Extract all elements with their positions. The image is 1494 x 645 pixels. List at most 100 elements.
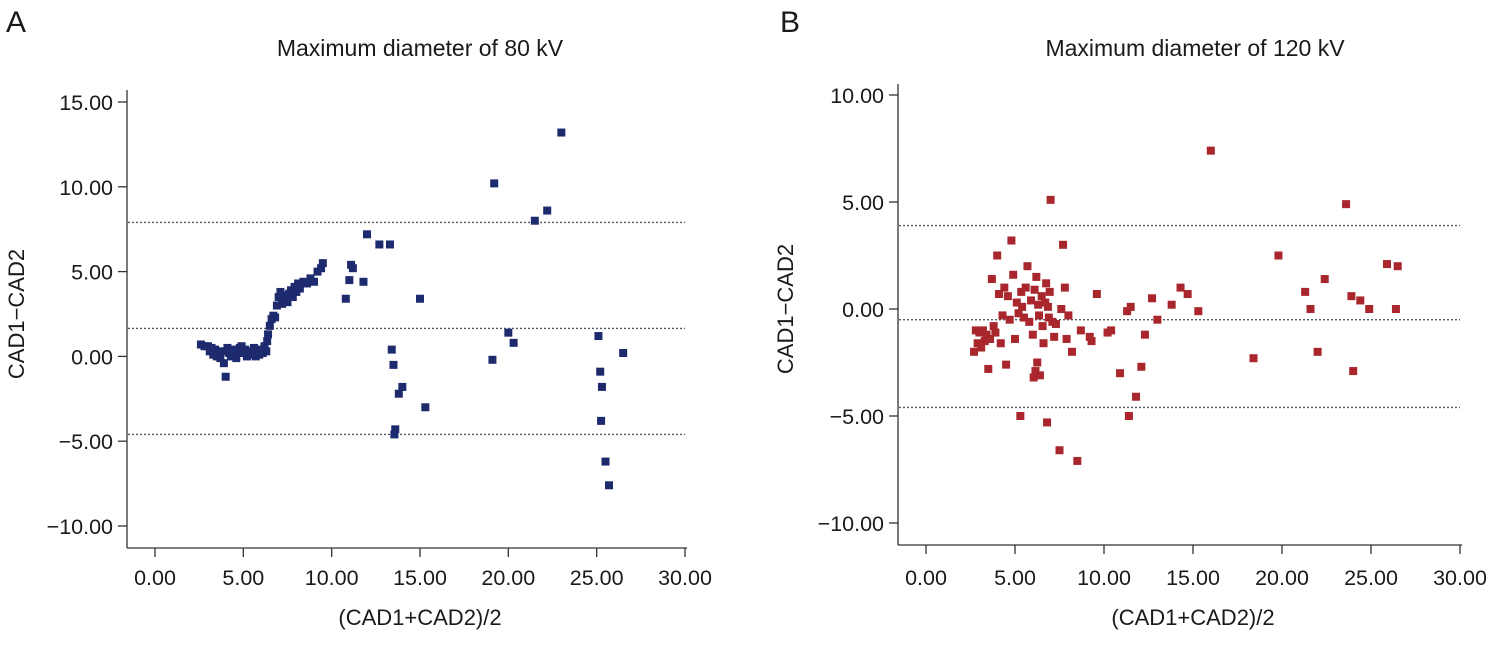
panel-a-y-tick-label: 5.00: [71, 261, 113, 285]
panel-b-y-tick-label: 0.00: [842, 298, 884, 322]
panel-b-data-point: [1007, 236, 1016, 245]
panel-a-data-point: [260, 342, 269, 351]
panel-b-data-point: [1087, 337, 1096, 346]
panel-b-data-point: [1045, 287, 1054, 296]
panel-a-data-point: [302, 279, 311, 288]
panel-b-data-point: [1148, 294, 1157, 303]
panel-a-data-points: [196, 128, 628, 490]
panel-b-data-point: [1000, 283, 1009, 292]
panel-b-data-point: [1206, 146, 1215, 155]
panel-b-data-point: [970, 347, 979, 356]
panel-b-data-point: [1055, 446, 1064, 455]
panel-a-x-tick-label: 30.00: [658, 566, 712, 590]
panel-a-data-point: [216, 354, 225, 363]
panel-b-data-point: [1249, 354, 1258, 363]
panel-b-reference-lines: [899, 224, 1460, 409]
panel-b-data-point: [1347, 292, 1356, 301]
panel-b-data-point: [1132, 392, 1141, 401]
panel-b-data-point: [1137, 362, 1146, 371]
panel-b-data-point: [1034, 300, 1043, 309]
panel-a-x-tick-label: 5.00: [222, 566, 264, 590]
panel-b-x-axis-title: (CAD1+CAD2)/2: [1111, 605, 1274, 630]
panel-b-data-point: [1032, 272, 1041, 281]
panel-b-data-point: [1383, 260, 1392, 269]
panel-a-data-point: [218, 347, 227, 356]
panel-b-data-point: [1076, 326, 1085, 335]
panel-b-data-point: [1107, 326, 1116, 335]
panel-b-x-tick-label: 20.00: [1255, 566, 1309, 590]
panel-a-data-point: [310, 277, 318, 286]
panel-b-data-point: [1176, 283, 1185, 292]
panel-a-data-point: [228, 345, 237, 354]
panel-a-data-point: [295, 284, 304, 293]
panel-a-data-point: [359, 277, 368, 286]
panel-b-data-point: [1140, 330, 1149, 339]
panel-a-data-point: [596, 367, 605, 376]
panel-b-data-point: [1023, 262, 1032, 271]
panel-a-title: Maximum diameter of 80 kV: [277, 35, 564, 61]
panel-a-data-point: [271, 313, 280, 322]
panel-b-data-point: [989, 322, 998, 331]
panel-b-data-point: [1027, 296, 1036, 305]
panel-b-data-point: [986, 334, 995, 343]
panel-a-data-point: [274, 293, 283, 302]
panel-a-y-tick-label: 10.00: [59, 176, 113, 200]
panel-b-y-tick-label: 5.00: [842, 191, 884, 215]
panel-b-chart: B Maximum diameter of 120 kV CAD1−CAD2 (…: [773, 6, 1487, 630]
panel-a-data-point: [597, 382, 606, 391]
panel-b-data-point: [1124, 412, 1133, 420]
panel-a-data-point: [232, 354, 241, 363]
panel-b-data-point: [1043, 418, 1052, 427]
panel-b-data-point: [1085, 332, 1094, 341]
panel-b-x-tick-label: 25.00: [1344, 566, 1398, 590]
panel-b-data-point: [1016, 412, 1025, 420]
panel-a-axes: [118, 90, 687, 557]
panel-b-data-point: [1391, 305, 1400, 313]
panel-b-data-point: [1167, 300, 1176, 309]
panel-b-data-point: [1017, 287, 1026, 296]
panel-b-data-point: [1313, 347, 1322, 356]
panel-b-data-point: [1028, 330, 1037, 339]
panel-a-tick-labels: 15.00 10.00 5.00 0.00 −5.00 −10.00 0.00 5.00 10.…: [47, 91, 712, 590]
panel-a-y-tick-label: 15.00: [59, 91, 113, 115]
panel-b-data-point: [1039, 339, 1048, 348]
panel-b-data-point: [1060, 283, 1069, 292]
panel-a-data-point: [264, 330, 273, 339]
panel-a-data-point: [421, 403, 430, 412]
panel-b-data-point: [978, 326, 987, 335]
panel-b-y-tick-label: −10.00: [818, 512, 884, 536]
panel-a-y-tick-label: −10.00: [47, 515, 113, 539]
panel-a-y-tick-label: 0.00: [71, 345, 113, 369]
panel-b-y-axis-title: CAD1−CAD2: [773, 244, 798, 374]
panel-b-data-point: [977, 343, 986, 352]
panel-b-x-tick-label: 0.00: [905, 566, 947, 590]
panel-a-data-point: [619, 349, 628, 358]
panel-b-label: B: [780, 6, 800, 39]
panel-a-x-tick-label: 20.00: [481, 566, 535, 590]
panel-b-title: Maximum diameter of 120 kV: [1045, 35, 1345, 61]
panel-b-data-point: [1064, 311, 1073, 320]
panel-b-data-point: [1126, 302, 1135, 311]
panel-b-data-points: [970, 146, 1402, 465]
panel-b-data-point: [1046, 195, 1055, 204]
panel-b-data-point: [1092, 290, 1101, 299]
panel-a-data-point: [283, 298, 292, 307]
panel-a-data-point: [605, 481, 614, 490]
panel-a-x-tick-label: 25.00: [570, 566, 624, 590]
panel-a-data-point: [375, 240, 384, 249]
panel-b-data-point: [1067, 347, 1076, 356]
panel-a-data-point: [504, 328, 513, 337]
panel-a-x-tick-label: 15.00: [393, 566, 447, 590]
panel-b-data-point: [1342, 200, 1351, 209]
panel-b-axes: [889, 84, 1462, 554]
panel-a-data-point: [391, 425, 400, 434]
panel-b-data-point: [1356, 296, 1365, 305]
panel-a-data-point: [317, 264, 326, 273]
panel-a-data-point: [601, 457, 610, 466]
panel-b-x-tick-label: 30.00: [1433, 566, 1487, 590]
panel-a-chart: A Maximum diameter of 80 kV CAD1−CAD2 (C…: [4, 6, 712, 630]
panel-a-data-point: [288, 293, 297, 302]
panel-a-x-axis-title: (CAD1+CAD2)/2: [338, 605, 501, 630]
panel-a-label: A: [6, 6, 26, 39]
